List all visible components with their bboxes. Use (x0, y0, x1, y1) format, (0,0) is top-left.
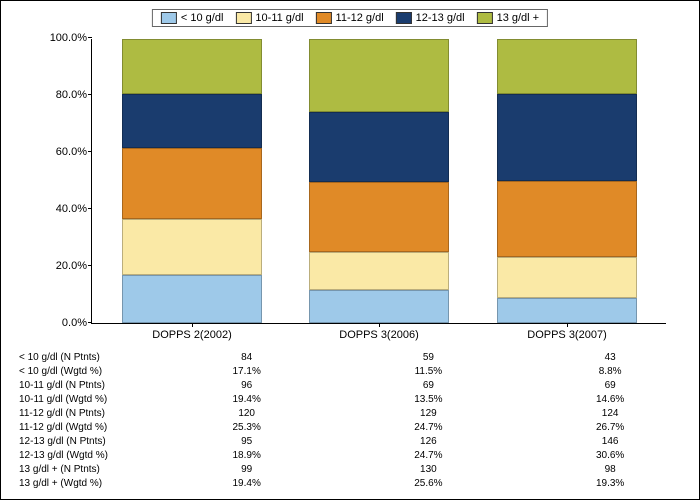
x-tick-label: DOPPS 2(2002) (102, 323, 282, 341)
legend-label: < 10 g/dl (181, 12, 224, 24)
x-tick-label: DOPPS 3(2007) (477, 323, 657, 341)
legend-label: 11-12 g/dl (336, 12, 384, 24)
table-cell: 30.6% (519, 449, 700, 463)
table-row: < 10 g/dl (Wgtd %) 17.1% 11.5% 8.8% (1, 365, 700, 379)
table-cell: 19.3% (519, 477, 700, 491)
bar-segment (122, 94, 262, 148)
table-cell: 126 (338, 435, 520, 449)
table-cell: 69 (519, 379, 700, 393)
row-label: 13 g/dl + (Wgtd %) (1, 477, 156, 491)
row-label: 12-13 g/dl (Wgtd %) (1, 449, 156, 463)
y-tick-label: 0.0% (37, 317, 87, 329)
row-label: 10-11 g/dl (Wgtd %) (1, 393, 156, 407)
table-row: < 10 g/dl (N Ptnts) 84 59 43 (1, 351, 700, 365)
data-table: < 10 g/dl (N Ptnts) 84 59 43 < 10 g/dl (… (1, 351, 700, 491)
table-row: 13 g/dl + (N Ptnts) 99 130 98 (1, 463, 700, 477)
bar-segment (309, 252, 449, 290)
legend: < 10 g/dl 10-11 g/dl 11-12 g/dl 12-13 g/… (152, 9, 548, 27)
legend-item: 10-11 g/dl (235, 12, 303, 24)
table-cell: 98 (519, 463, 700, 477)
table-cell: 69 (338, 379, 520, 393)
row-label: < 10 g/dl (Wgtd %) (1, 365, 156, 379)
table-cell: 19.4% (156, 393, 338, 407)
y-tick-mark (88, 37, 92, 38)
table-row: 10-11 g/dl (Wgtd %) 19.4% 13.5% 14.6% (1, 393, 700, 407)
table-cell: 18.9% (156, 449, 338, 463)
plot-area: 0.0% 20.0% 40.0% 60.0% 80.0% 100.0% DOPP… (91, 39, 666, 324)
legend-item: < 10 g/dl (161, 12, 224, 24)
table-cell: 25.3% (156, 421, 338, 435)
bar-segment (122, 148, 262, 220)
legend-label: 12-13 g/dl (416, 12, 465, 24)
legend-swatch (161, 12, 177, 24)
bars-container: DOPPS 2(2002) DOPPS 3(2006) DOPPS 3(2007… (92, 39, 666, 323)
legend-swatch (316, 12, 332, 24)
bar-segment (309, 290, 449, 323)
y-tick-label: 40.0% (37, 203, 87, 215)
table-cell: 129 (338, 407, 520, 421)
legend-label: 13 g/dl + (497, 12, 540, 24)
legend-label: 10-11 g/dl (255, 12, 303, 24)
y-tick-label: 20.0% (37, 260, 87, 272)
table-cell: 8.8% (519, 365, 700, 379)
table-cell: 14.6% (519, 393, 700, 407)
table-cell: 130 (338, 463, 520, 477)
y-tick-label: 100.0% (37, 32, 87, 44)
table-row: 12-13 g/dl (N Ptnts) 95 126 146 (1, 435, 700, 449)
legend-swatch (235, 12, 251, 24)
row-label: 12-13 g/dl (N Ptnts) (1, 435, 156, 449)
table-row: 13 g/dl + (Wgtd %) 19.4% 25.6% 19.3% (1, 477, 700, 491)
bar-segment (309, 182, 449, 252)
y-tick-label: 60.0% (37, 146, 87, 158)
table-cell: 24.7% (338, 421, 520, 435)
table-cell: 84 (156, 351, 338, 365)
table-row: 11-12 g/dl (N Ptnts) 120 129 124 (1, 407, 700, 421)
legend-swatch (396, 12, 412, 24)
bar-segment (309, 39, 449, 112)
table-row: 12-13 g/dl (Wgtd %) 18.9% 24.7% 30.6% (1, 449, 700, 463)
y-tick-label: 80.0% (37, 89, 87, 101)
table-cell: 11.5% (338, 365, 520, 379)
bar-segment (497, 39, 637, 94)
chart-frame: < 10 g/dl 10-11 g/dl 11-12 g/dl 12-13 g/… (0, 0, 700, 500)
bar-segment (122, 39, 262, 94)
table-cell: 25.6% (338, 477, 520, 491)
table-row: 10-11 g/dl (N Ptnts) 96 69 69 (1, 379, 700, 393)
table-cell: 96 (156, 379, 338, 393)
bar-segment (122, 275, 262, 324)
table-cell: 26.7% (519, 421, 700, 435)
legend-item: 12-13 g/dl (396, 12, 465, 24)
table-cell: 120 (156, 407, 338, 421)
bar-segment (309, 112, 449, 182)
row-label: < 10 g/dl (N Ptnts) (1, 351, 156, 365)
bar-group: DOPPS 2(2002) (122, 39, 262, 323)
table-cell: 13.5% (338, 393, 520, 407)
table-cell: 124 (519, 407, 700, 421)
table-cell: 99 (156, 463, 338, 477)
legend-item: 11-12 g/dl (316, 12, 384, 24)
table-row: 11-12 g/dl (Wgtd %) 25.3% 24.7% 26.7% (1, 421, 700, 435)
bar-segment (497, 94, 637, 181)
table-cell: 19.4% (156, 477, 338, 491)
legend-swatch (477, 12, 493, 24)
table-cell: 95 (156, 435, 338, 449)
table-cell: 24.7% (338, 449, 520, 463)
row-label: 13 g/dl + (N Ptnts) (1, 463, 156, 477)
row-label: 11-12 g/dl (N Ptnts) (1, 407, 156, 421)
bar-segment (122, 219, 262, 274)
bar-group: DOPPS 3(2006) (309, 39, 449, 323)
row-label: 11-12 g/dl (Wgtd %) (1, 421, 156, 435)
row-label: 10-11 g/dl (N Ptnts) (1, 379, 156, 393)
legend-item: 13 g/dl + (477, 12, 540, 24)
table-cell: 59 (338, 351, 520, 365)
bar-segment (497, 257, 637, 298)
bar-segment (497, 181, 637, 257)
table-cell: 43 (519, 351, 700, 365)
bar-group: DOPPS 3(2007) (497, 39, 637, 323)
table-cell: 17.1% (156, 365, 338, 379)
table-cell: 146 (519, 435, 700, 449)
x-tick-label: DOPPS 3(2006) (289, 323, 469, 341)
bar-segment (497, 298, 637, 323)
